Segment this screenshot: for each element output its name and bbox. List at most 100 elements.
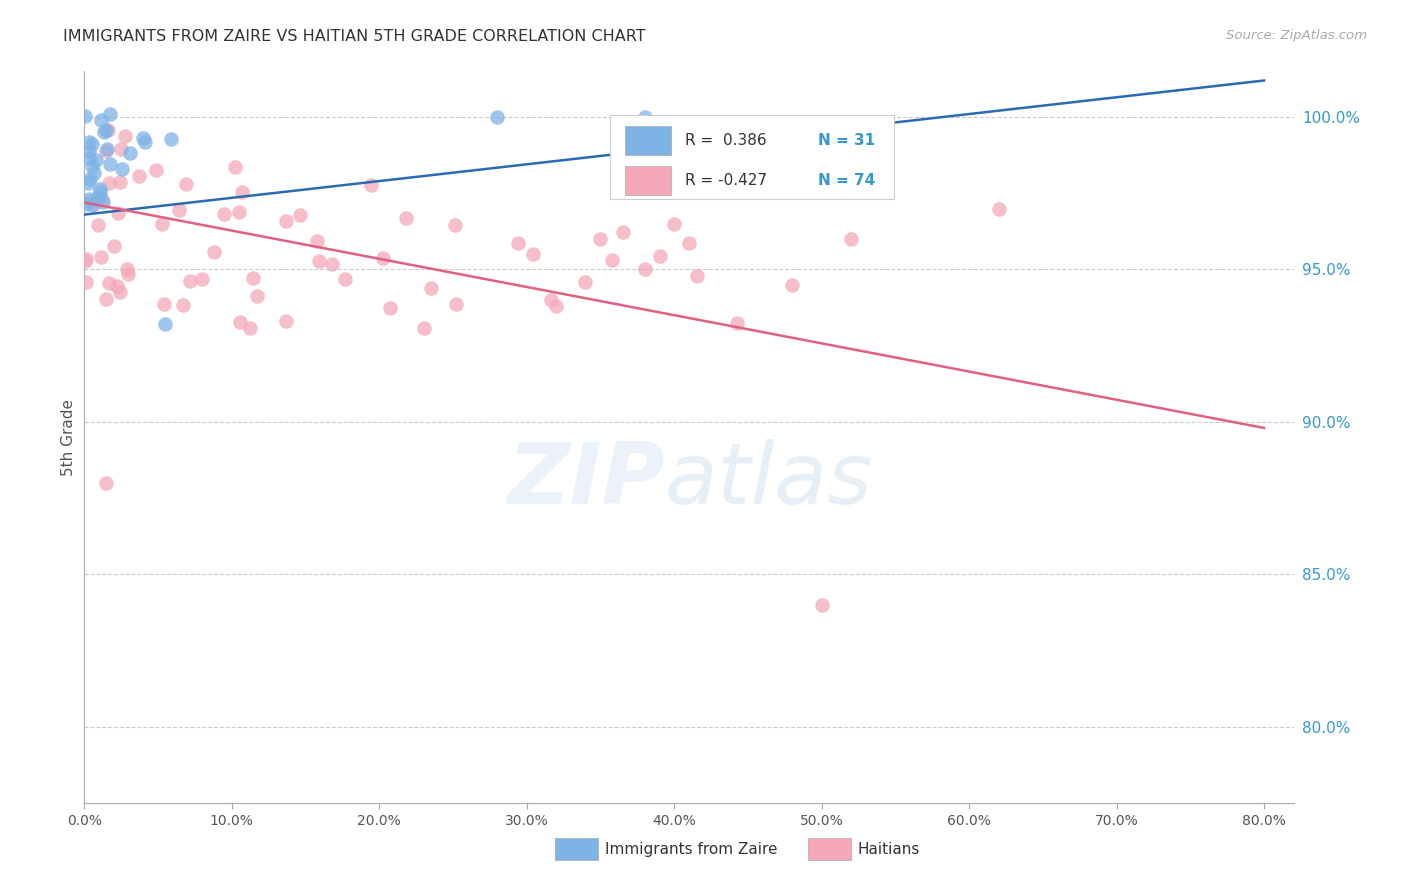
Point xyxy=(84,153,107,168)
Point xyxy=(90,250,112,264)
Point xyxy=(96,122,118,136)
Point xyxy=(246,289,269,303)
Point xyxy=(224,160,246,174)
Point xyxy=(160,132,183,146)
Point xyxy=(155,318,177,332)
Point xyxy=(96,123,118,137)
Point xyxy=(987,202,1010,216)
Point xyxy=(212,207,235,221)
Point xyxy=(73,254,96,268)
Point xyxy=(167,202,190,217)
Text: atlas: atlas xyxy=(665,440,873,523)
Point xyxy=(75,252,97,267)
Point xyxy=(650,249,672,263)
Point xyxy=(96,292,118,306)
FancyBboxPatch shape xyxy=(624,126,671,155)
Point xyxy=(229,315,252,329)
Point xyxy=(664,217,686,231)
Point xyxy=(87,189,110,203)
Point xyxy=(96,475,118,490)
Point xyxy=(780,277,803,292)
Point xyxy=(602,253,624,268)
Point xyxy=(574,275,596,289)
Point xyxy=(134,135,156,149)
Point xyxy=(546,299,568,313)
Point xyxy=(276,214,298,228)
Text: ZIP: ZIP xyxy=(508,440,665,523)
Point xyxy=(77,194,100,208)
Point xyxy=(145,162,167,177)
Point xyxy=(486,110,509,124)
Point xyxy=(103,239,125,253)
Point xyxy=(179,274,201,288)
Point xyxy=(73,109,96,123)
Point xyxy=(321,257,343,271)
Point xyxy=(202,244,225,259)
Point xyxy=(172,298,194,312)
Point xyxy=(105,278,128,293)
Point xyxy=(77,152,100,166)
Point xyxy=(110,285,132,300)
Point xyxy=(371,251,394,265)
Point xyxy=(111,162,134,177)
Text: Immigrants from Zaire: Immigrants from Zaire xyxy=(605,842,778,856)
Point xyxy=(97,176,120,190)
Point xyxy=(380,301,402,315)
Point xyxy=(231,185,253,199)
Point xyxy=(612,225,634,239)
FancyBboxPatch shape xyxy=(610,115,894,200)
Point xyxy=(174,177,197,191)
Text: N = 31: N = 31 xyxy=(818,133,875,148)
Text: Haitians: Haitians xyxy=(858,842,920,856)
Point xyxy=(420,281,443,295)
Point xyxy=(82,136,104,151)
Point xyxy=(589,232,612,246)
Point xyxy=(634,262,657,277)
Y-axis label: 5th Grade: 5th Grade xyxy=(60,399,76,475)
Point xyxy=(114,128,136,143)
Point xyxy=(242,271,264,285)
Point xyxy=(117,262,139,277)
Point xyxy=(86,218,108,232)
Point xyxy=(305,234,328,248)
Point xyxy=(810,598,832,612)
Point xyxy=(685,269,707,284)
Point xyxy=(77,176,100,190)
Point xyxy=(540,293,562,307)
Point xyxy=(239,320,262,334)
Point xyxy=(96,142,118,156)
Text: R =  0.386: R = 0.386 xyxy=(685,133,766,148)
Text: IMMIGRANTS FROM ZAIRE VS HAITIAN 5TH GRADE CORRELATION CHART: IMMIGRANTS FROM ZAIRE VS HAITIAN 5TH GRA… xyxy=(63,29,645,44)
Point xyxy=(80,198,103,212)
Point xyxy=(90,112,112,127)
Point xyxy=(506,236,529,251)
Point xyxy=(152,296,174,310)
Point xyxy=(725,316,748,330)
Point xyxy=(308,253,330,268)
Point xyxy=(446,297,468,311)
Point xyxy=(83,197,105,211)
Point xyxy=(413,321,436,335)
Point xyxy=(360,178,382,192)
Point xyxy=(82,159,104,173)
Point xyxy=(117,267,139,281)
Point xyxy=(75,197,97,211)
Point xyxy=(333,271,356,285)
Point xyxy=(98,107,121,121)
Point xyxy=(228,205,250,219)
Point xyxy=(77,135,100,149)
Point xyxy=(150,217,173,231)
Point xyxy=(98,276,121,290)
Point xyxy=(839,232,862,246)
FancyBboxPatch shape xyxy=(624,166,671,195)
Point xyxy=(522,246,544,260)
Point xyxy=(89,185,111,199)
Point xyxy=(274,314,297,328)
Point xyxy=(94,144,117,158)
Point xyxy=(79,171,101,186)
Point xyxy=(98,157,121,171)
Point xyxy=(634,110,657,124)
Point xyxy=(107,206,129,220)
Point xyxy=(190,272,212,286)
Point xyxy=(77,192,100,206)
